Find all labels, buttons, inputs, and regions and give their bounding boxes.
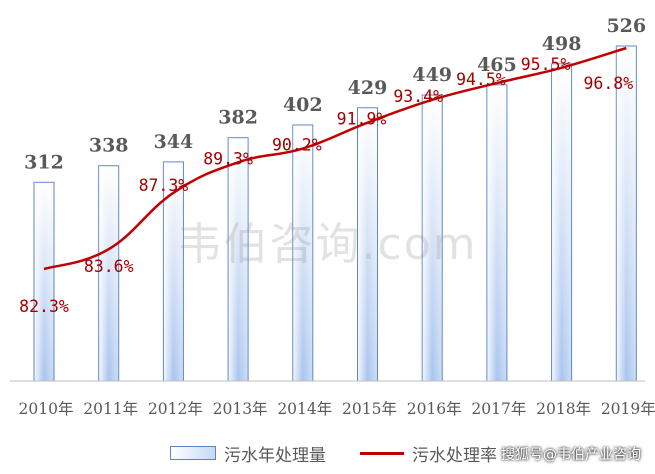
x-tick-label: 2016年 (407, 400, 462, 418)
bar-value-label: 344 (154, 131, 194, 153)
bar-value-label: 382 (218, 107, 258, 129)
bar-highlight (99, 166, 119, 381)
line-value-label: 87.3% (139, 176, 189, 195)
watermark: 韦伯咨询.com (177, 219, 478, 270)
line-value-label: 89.3% (203, 149, 253, 168)
bar-highlight (487, 85, 507, 381)
bar-value-label: 338 (89, 135, 129, 157)
x-tick-label: 2014年 (277, 400, 332, 418)
x-tick-label: 2010年 (19, 400, 74, 418)
line-value-label: 94.5% (456, 70, 506, 89)
bar-highlight (293, 125, 313, 381)
x-tick-label: 2012年 (148, 400, 203, 418)
line-value-label: 83.6% (84, 257, 134, 276)
line-value-label: 82.3% (19, 297, 69, 316)
rate-line (43, 46, 627, 271)
bar-highlight (228, 138, 248, 381)
line-value-label: 91.9% (337, 110, 387, 129)
line-value-label: 95.5% (521, 55, 571, 74)
bar-value-label: 402 (283, 94, 323, 116)
source-credit: 搜狐号@韦伯产业咨询 (501, 447, 641, 463)
bar-highlight (34, 182, 54, 381)
bar-highlight (552, 64, 572, 381)
bar-value-label: 312 (24, 151, 64, 173)
line-value-label: 93.4% (393, 87, 443, 106)
x-tick-label: 2017年 (471, 400, 526, 418)
line-value-label: 96.8% (583, 74, 633, 93)
bar-value-label: 429 (348, 77, 388, 99)
x-tick-label: 2019年 (601, 400, 655, 418)
bar-series (33, 45, 637, 382)
x-tick-label: 2015年 (342, 400, 397, 418)
x-tick-label: 2013年 (213, 400, 268, 418)
line-value-labels: 82.3% 83.6% 87.3% 89.3% 90.2% 91.9% 93.4% 94.5%… (19, 55, 633, 316)
legend-bar-label: 污水年处理量 (224, 445, 326, 466)
bar-highlight (616, 46, 636, 381)
bar-value-labels: 312 338 344 382 402 429 449 465 498 526 (24, 15, 646, 173)
x-tick-label: 2018年 (536, 400, 591, 418)
bar-highlight (358, 108, 377, 381)
bar-highlight (163, 162, 183, 381)
bar-value-label: 449 (412, 64, 452, 86)
line-value-label: 90.2% (272, 136, 322, 155)
bar-value-label: 526 (606, 15, 646, 37)
legend-line-label: 污水处理率 (412, 445, 497, 466)
legend-line-swatch (360, 451, 404, 455)
x-tick-label: 2011年 (83, 400, 138, 418)
x-tick-labels: 2010年 2011年 2012年 2013年 2014年 2015年 2016年 2017年… (19, 400, 655, 418)
legend: 污水年处理量 污水处理率 (170, 438, 497, 468)
bar-value-label: 498 (542, 33, 582, 55)
bar-highlight (422, 95, 442, 381)
bar-value-label: 465 (477, 54, 517, 76)
legend-bar-swatch (170, 446, 216, 460)
